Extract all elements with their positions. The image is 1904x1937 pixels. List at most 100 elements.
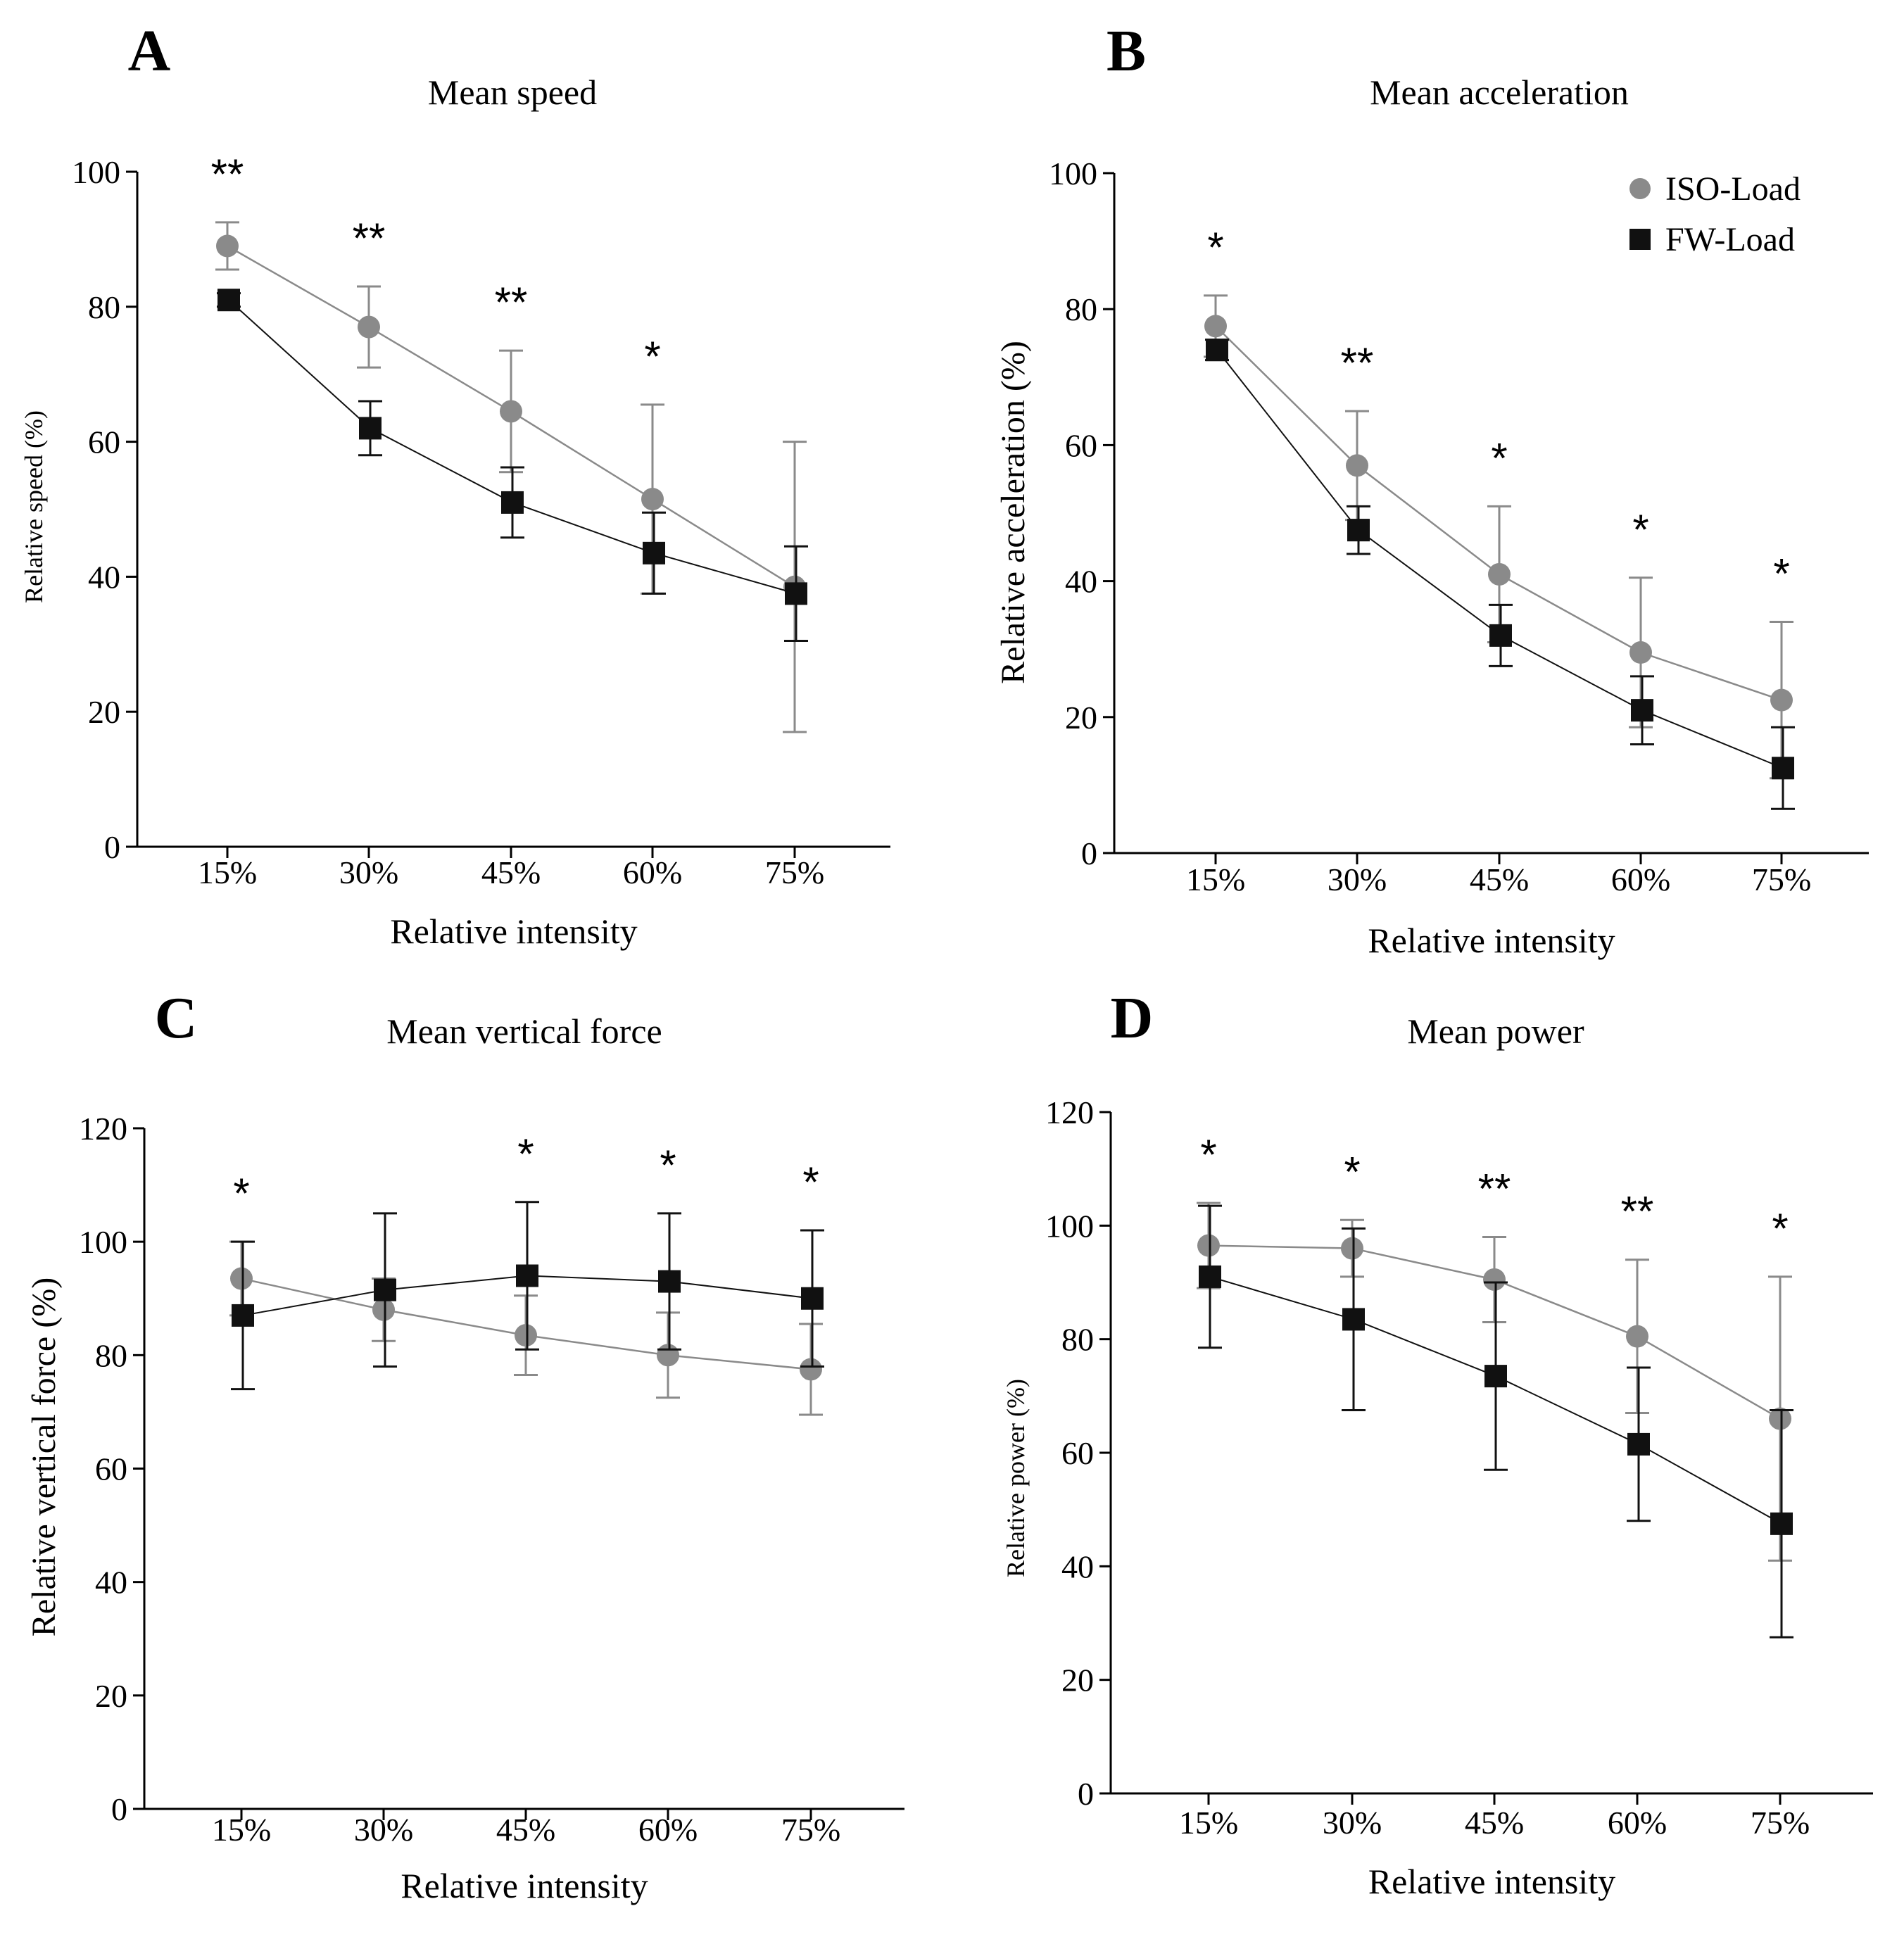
chart-panel-c: C Mean vertical force 0 20 40 60 80 100 120 15% 30… [25,985,904,1905]
significance-marker: ** [211,151,244,198]
series-iso-load [1204,294,1793,780]
data-point-square [501,491,524,514]
panel-letter: B [1107,18,1146,84]
y-tick-label: 100 [72,154,120,190]
significance-marker: * [644,333,660,380]
y-tick-label: 100 [1049,156,1097,191]
data-point-square [1772,757,1794,780]
x-tick-label: 60% [1608,1805,1667,1841]
data-point-circle [657,1344,679,1367]
x-tick-label: 30% [1323,1805,1382,1841]
y-tick-label: 20 [88,694,120,730]
y-tick-label: 100 [1045,1208,1094,1244]
significance-marker: * [517,1130,534,1178]
data-point-circle [230,1267,253,1290]
legend-label-fw-load: FW-Load [1665,221,1795,258]
x-tick-label: 30% [339,854,398,890]
y-tick-label: 80 [88,289,120,325]
y-tick-label: 60 [88,424,120,460]
data-point-circle [358,315,380,339]
data-point-square [232,1304,254,1327]
x-axis-label: Relative intensity [1368,1862,1615,1901]
data-point-circle [641,488,664,511]
x-tick-label: 75% [765,854,824,890]
data-point-circle [515,1324,537,1347]
data-point-square [1631,699,1653,722]
data-point-circle [1770,688,1793,712]
chart-panel-a: A Mean speed 0 20 40 60 80 100 15% 30% 45% 60% 75% Re… [20,18,890,951]
x-axis-label: Relative intensity [401,1866,648,1905]
y-tick-label: 60 [95,1451,127,1487]
x-tick-label: 15% [198,854,257,890]
panel-letter: D [1111,985,1154,1051]
x-tick-label: 15% [1186,862,1245,897]
x-tick-label: 45% [481,854,541,890]
y-tick-label: 0 [1081,835,1097,871]
y-axis-label: Relative vertical force (%) [25,1277,63,1636]
data-point-square [785,582,807,605]
data-point-circle [1197,1234,1220,1257]
chart-title: Mean vertical force [386,1011,662,1051]
y-tick-label: 80 [1065,291,1097,327]
data-point-square [1770,1512,1793,1535]
x-tick-label: 45% [1470,862,1529,897]
y-tick-label: 60 [1061,1435,1094,1471]
y-tick-label: 20 [1065,700,1097,736]
legend-marker-fw-load [1629,229,1651,250]
data-point-circle [372,1298,395,1321]
y-axis-label: Relative speed (%) [20,410,48,603]
x-tick-label: 30% [1328,862,1387,897]
x-tick-label: 15% [212,1812,271,1848]
significance-marker: * [1200,1131,1216,1178]
significance-marker: * [1772,1205,1788,1252]
significance-marker: ** [1621,1188,1654,1235]
data-point-circle [1204,315,1227,338]
significance-marker: * [1344,1148,1360,1195]
panel-letter: A [128,18,171,84]
data-point-circle [1488,562,1511,586]
significance-marker: ** [495,279,528,326]
legend-marker-iso-load [1629,178,1651,199]
significance-marker: * [802,1159,819,1206]
data-point-square [1489,624,1512,647]
y-tick-label: 0 [1078,1776,1094,1812]
y-tick-label: 120 [1045,1094,1094,1130]
y-tick-label: 60 [1065,427,1097,463]
y-tick-label: 0 [104,829,120,865]
y-tick-label: 20 [95,1678,127,1714]
x-tick-label: 75% [781,1812,840,1848]
x-tick-label: 60% [623,854,682,890]
series-fw-load [231,1201,824,1391]
significance-marker: * [660,1142,676,1189]
chart-panel-d: D Mean power 0 20 40 60 80 100 120 15% 30% 45% 60% 75… [1002,985,1873,1901]
data-point-square [1199,1265,1221,1288]
chart-title: Mean acceleration [1370,72,1629,112]
x-tick-label: 30% [354,1812,413,1848]
series-fw-load [1198,1204,1793,1639]
significance-marker: * [1491,434,1507,481]
y-tick-label: 40 [95,1565,127,1601]
data-point-square [643,541,665,564]
data-point-square [1347,519,1370,542]
x-tick-label: 60% [1611,862,1670,897]
x-tick-label: 45% [1465,1805,1524,1841]
data-point-circle [500,400,522,423]
legend: ISO-Load FW-Load [1629,170,1801,258]
data-point-square [217,289,240,312]
x-tick-label: 75% [1751,1805,1810,1841]
data-point-square [516,1264,538,1287]
data-point-circle [1483,1268,1506,1291]
y-tick-label: 0 [111,1791,127,1827]
data-point-square [658,1270,681,1293]
panel-letter: C [155,985,198,1051]
y-tick-label: 40 [1065,564,1097,600]
y-axis-label: Relative power (%) [1002,1379,1030,1577]
data-point-circle [1626,1325,1648,1348]
x-tick-label: 15% [1179,1805,1238,1841]
x-axis-label: Relative intensity [1368,921,1615,960]
x-tick-label: 75% [1752,862,1811,897]
y-tick-label: 120 [79,1111,127,1147]
significance-marker: ** [1341,339,1374,386]
data-point-circle [1346,454,1368,477]
data-point-square [1484,1365,1507,1388]
